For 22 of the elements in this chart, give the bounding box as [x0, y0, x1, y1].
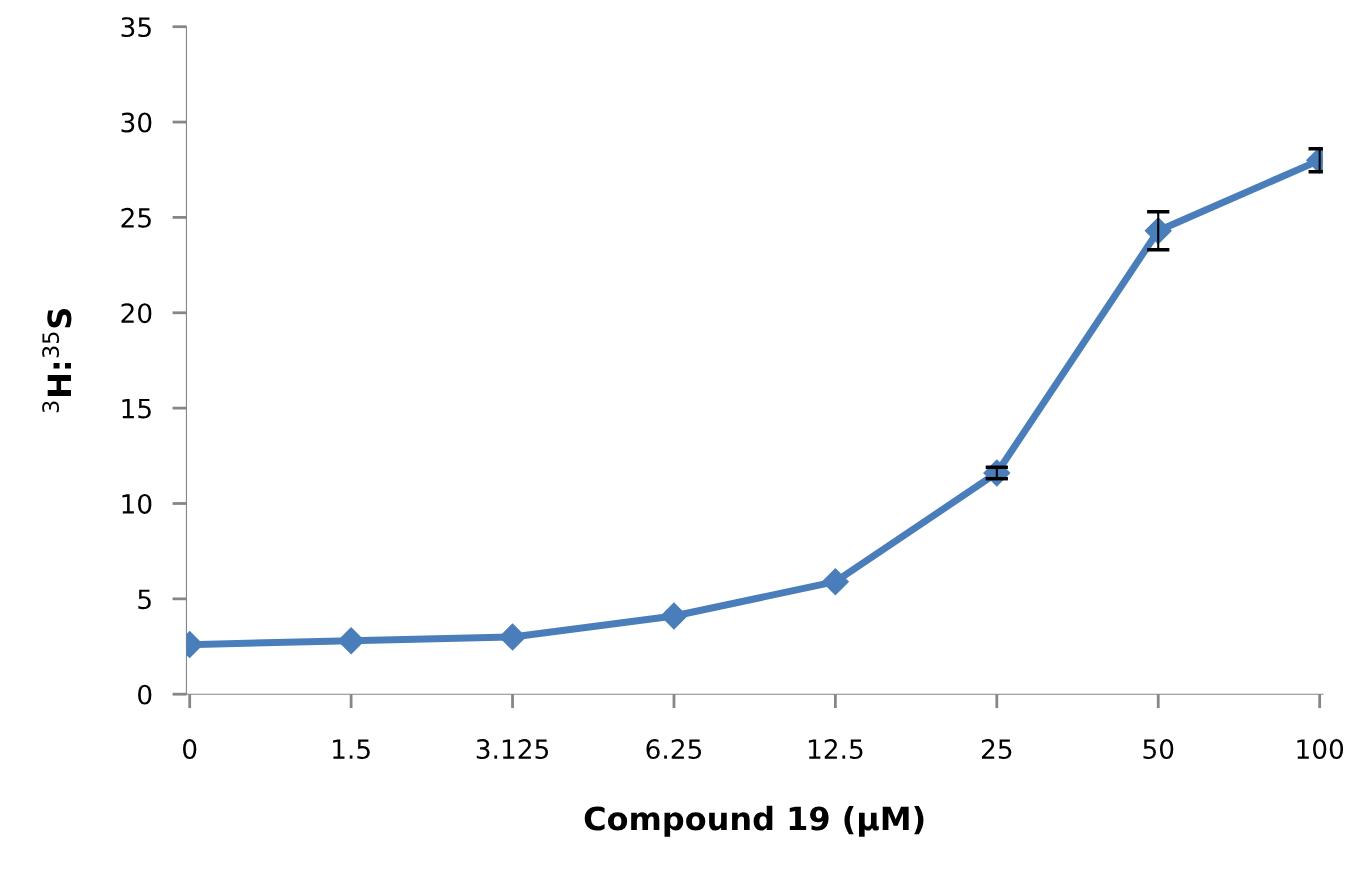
x-tick-label: 1.5: [333, 739, 370, 760]
y-tick-label: 20: [121, 303, 152, 324]
x-axis-title: Compound 19 (µM): [584, 805, 924, 837]
y-tick-label: 15: [122, 398, 151, 419]
x-tick-label: 12.5: [808, 739, 863, 760]
x-tick-label: 25: [981, 739, 1012, 760]
x-tick-label: 100: [1297, 739, 1344, 760]
y-tick-label: 0: [138, 684, 152, 705]
y-tick-label: 5: [138, 589, 151, 610]
x-tick-label: 50: [1143, 739, 1174, 760]
y-axis-title: $^{3}$H:$^{35}$S: [42, 309, 72, 413]
y-tick-label: 25: [121, 207, 151, 228]
y-tick-label: 35: [121, 17, 151, 38]
x-tick-label: 0: [183, 739, 197, 760]
x-tick-label: 6.25: [646, 739, 702, 760]
x-tick-label: 3.125: [476, 739, 548, 760]
point: [821, 568, 849, 596]
point: [660, 602, 688, 630]
y-tick-label: 10: [122, 493, 152, 514]
point: [499, 623, 526, 651]
point: [337, 627, 365, 655]
y-tick-label: 30: [121, 112, 152, 133]
